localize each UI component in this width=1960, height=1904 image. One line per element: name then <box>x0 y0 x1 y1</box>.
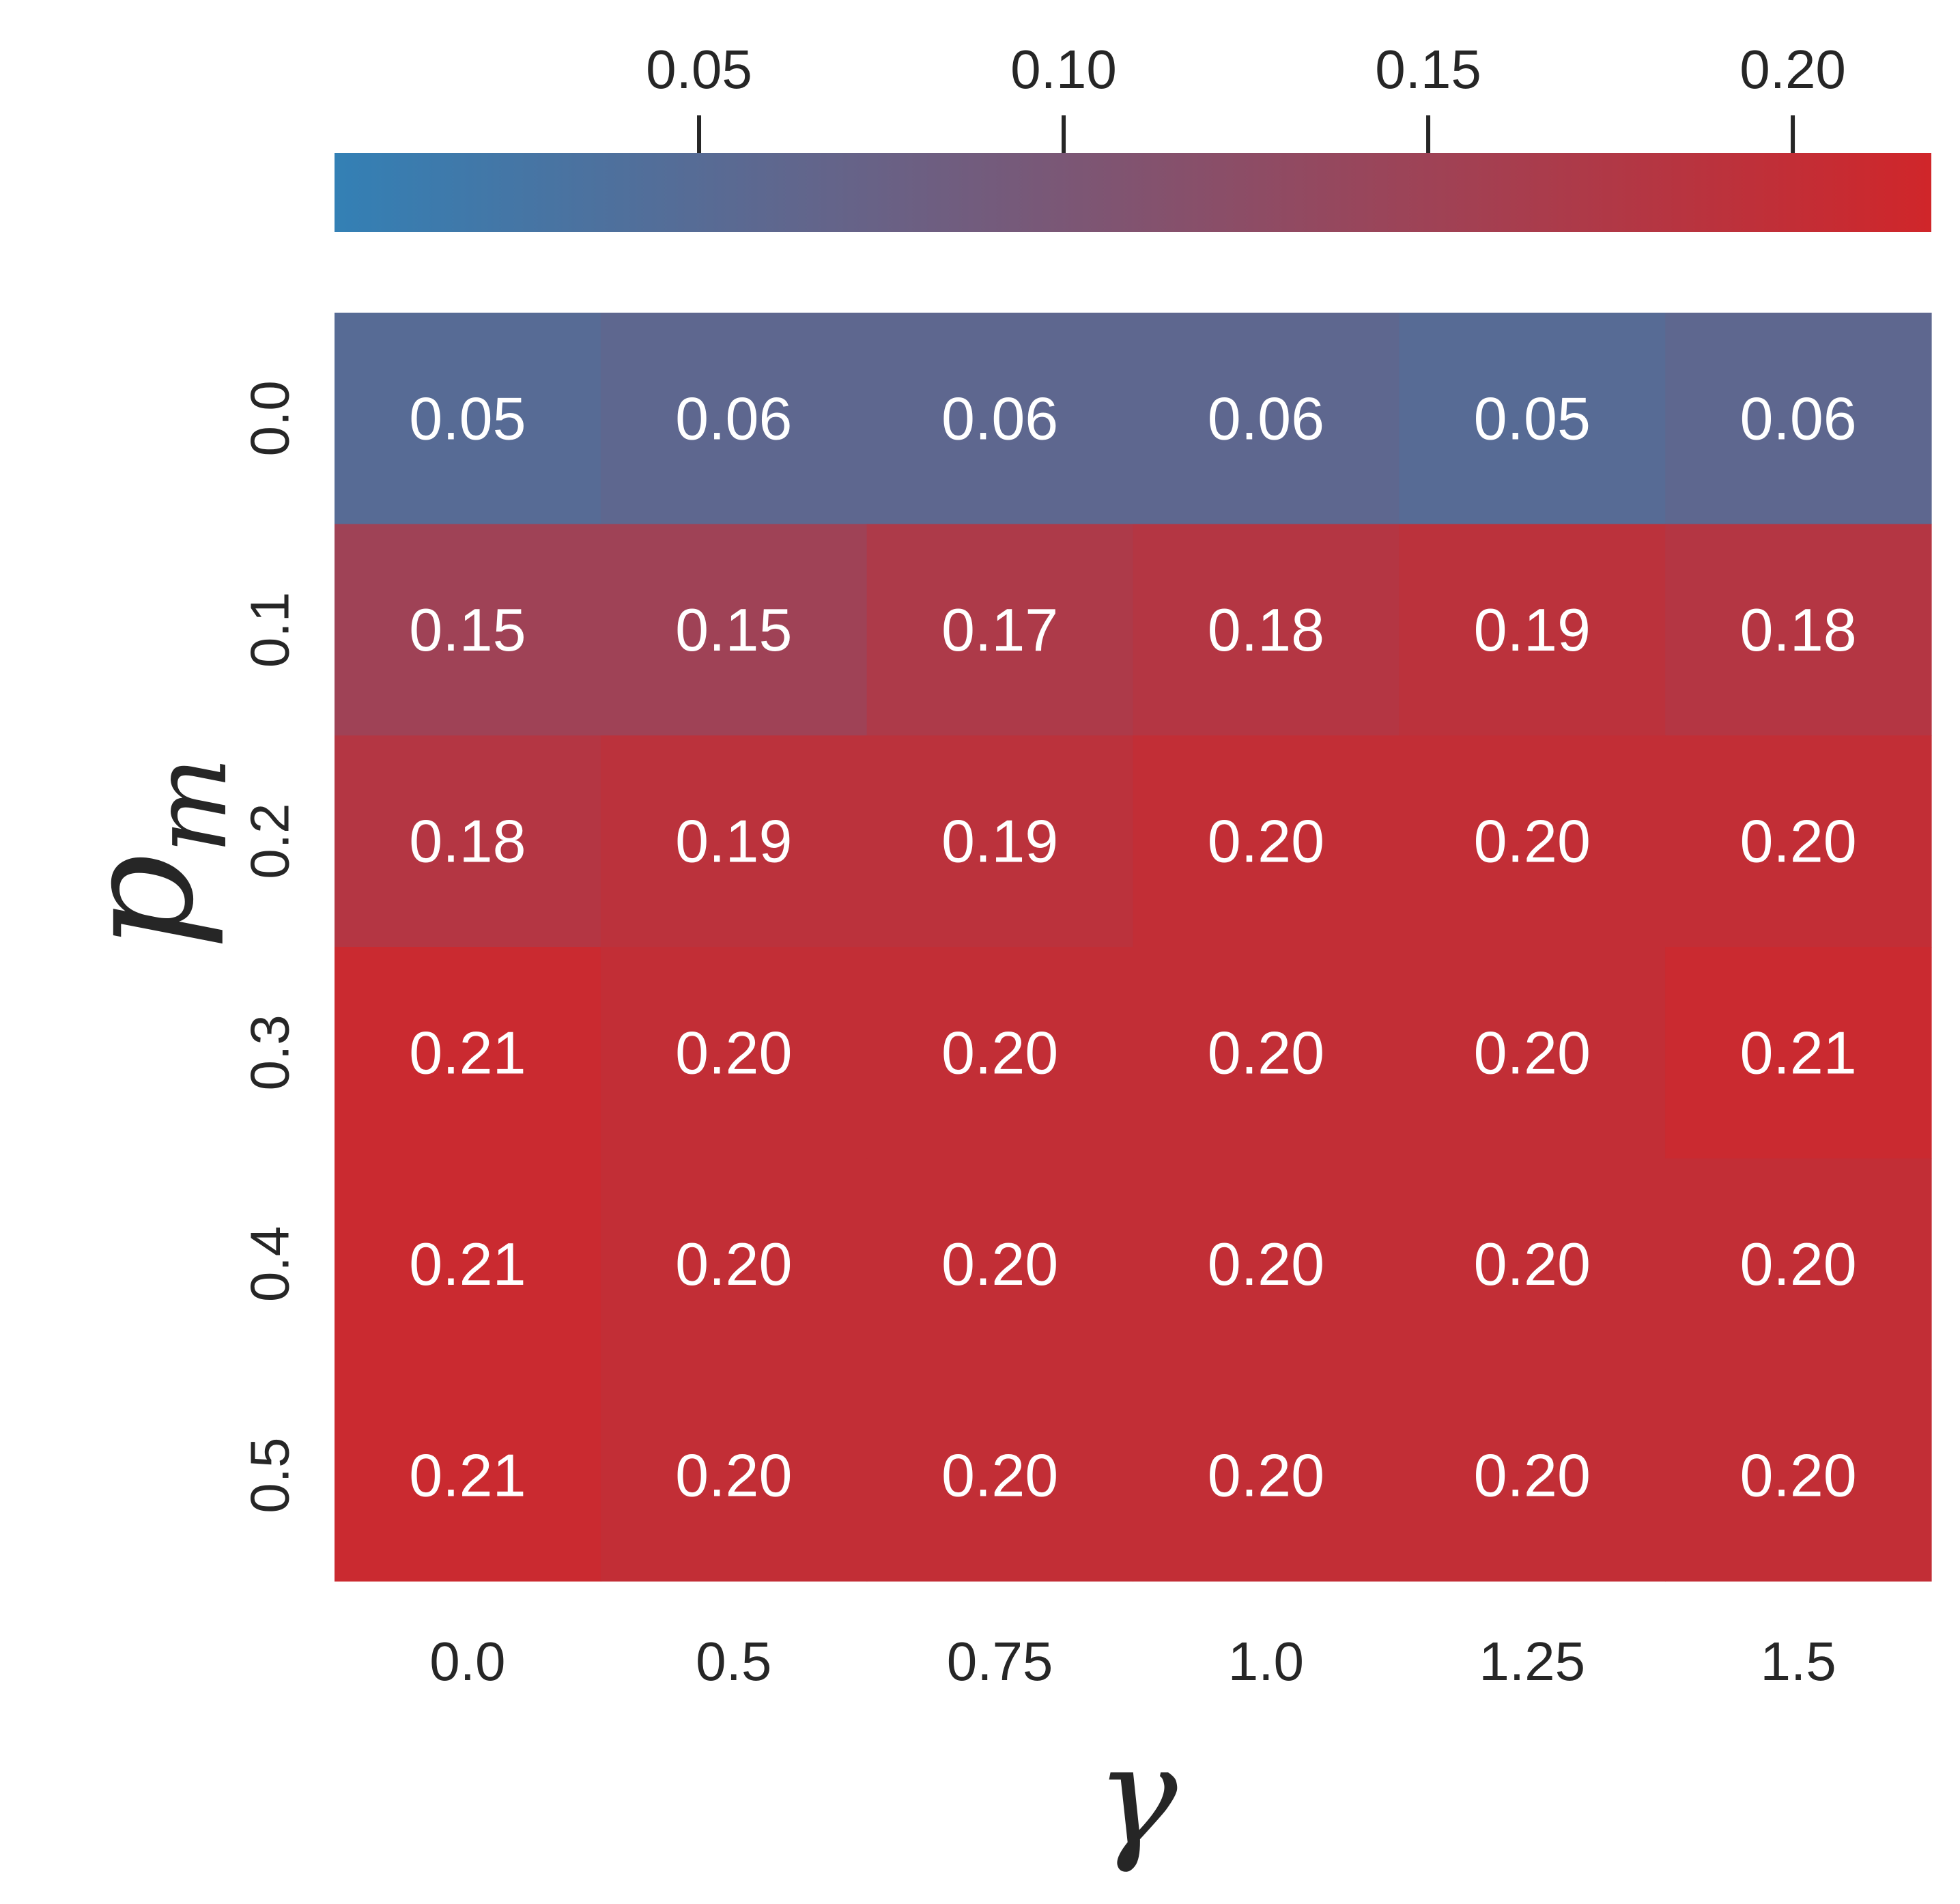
heatmap-cell <box>600 735 868 948</box>
colorbar-tick-label: 0.10 <box>1010 39 1117 100</box>
heatmap-cell-label: 0.15 <box>409 596 526 664</box>
heatmap-cell-label: 0.21 <box>409 1230 526 1298</box>
colorbar-ticks: 0.05 0.10 0.15 0.20 <box>646 39 1846 153</box>
heatmap-cell <box>866 735 1134 948</box>
heatmap-cell-label: 0.20 <box>1208 1019 1324 1086</box>
heatmap-cell-label: 0.18 <box>409 808 526 875</box>
colorbar: 0.05 0.10 0.15 0.20 <box>335 39 1931 232</box>
heatmap-cell <box>1665 1158 1932 1370</box>
heatmap-cell-label: 0.19 <box>941 808 1058 875</box>
heatmap-cell <box>335 524 601 736</box>
heatmap-cell <box>600 524 868 736</box>
heatmap-cell <box>1665 313 1932 525</box>
heatmap-cell-label: 0.20 <box>1208 1230 1324 1298</box>
heatmap-cells: 0.05 0.06 0.06 0.06 0.05 0.06 0.15 0.15 0.17 0.18… <box>335 313 1932 1582</box>
heatmap-cell-label: 0.20 <box>1474 1019 1591 1086</box>
heatmap-cell <box>600 313 868 525</box>
heatmap-cell <box>335 1369 601 1582</box>
heatmap-cell <box>1399 735 1666 948</box>
y-tick-label: 0.4 <box>240 1226 300 1302</box>
heatmap-cell-label: 0.18 <box>1208 596 1324 664</box>
heatmap-cell <box>1665 947 1932 1159</box>
heatmap-cell-label: 0.06 <box>941 384 1058 452</box>
heatmap-cell <box>1399 1369 1666 1582</box>
heatmap-cell <box>1399 1158 1666 1370</box>
heatmap-cell <box>1133 524 1400 736</box>
x-tick-label: 0.0 <box>429 1631 505 1692</box>
heatmap-cell <box>866 1369 1134 1582</box>
heatmap-cell-label: 0.20 <box>1208 808 1324 875</box>
heatmap-cell-label: 0.20 <box>1474 1230 1591 1298</box>
heatmap-cell <box>866 1158 1134 1370</box>
heatmap-cell <box>1133 735 1400 948</box>
heatmap-cell-label: 0.20 <box>1739 1230 1856 1298</box>
heatmap-cell-label: 0.20 <box>1474 1442 1591 1509</box>
heatmap-cell <box>866 947 1134 1159</box>
heatmap-cell <box>866 524 1134 736</box>
heatmap-cell-label: 0.17 <box>941 596 1058 664</box>
heatmap-cell-label: 0.20 <box>1474 808 1591 875</box>
heatmap-cell <box>600 947 868 1159</box>
heatmap-cell <box>1399 313 1666 525</box>
heatmap-cell <box>1133 1369 1400 1582</box>
y-tick-label: 0.5 <box>240 1438 300 1514</box>
heatmap-cell <box>1665 735 1932 948</box>
y-tick-label: 0.3 <box>240 1014 300 1090</box>
y-tick-label: 0.0 <box>240 380 300 456</box>
heatmap-cell-label: 0.21 <box>409 1442 526 1509</box>
heatmap-cell-label: 0.18 <box>1739 596 1856 664</box>
heatmap-cell <box>1665 524 1932 736</box>
heatmap-cell <box>1133 1158 1400 1370</box>
x-axis-ticks: 0.0 0.5 0.75 1.0 1.25 1.5 <box>429 1631 1836 1692</box>
heatmap-cell-label: 0.20 <box>675 1230 792 1298</box>
heatmap-cell-label: 0.20 <box>675 1442 792 1509</box>
heatmap-cell-label: 0.05 <box>409 384 526 452</box>
x-tick-label: 1.25 <box>1479 1631 1585 1692</box>
heatmap-cell-label: 0.21 <box>1739 1019 1856 1086</box>
colorbar-tick-label: 0.05 <box>646 39 752 100</box>
x-tick-label: 0.75 <box>947 1631 1053 1692</box>
heatmap-cell <box>1399 524 1666 736</box>
y-tick-label: 0.2 <box>240 804 300 879</box>
y-axis-title-main: p <box>52 854 227 950</box>
heatmap-cell-label: 0.20 <box>675 1019 792 1086</box>
y-axis-ticks: 0.0 0.1 0.2 0.3 0.4 0.5 <box>240 380 300 1514</box>
heatmap-cell-label: 0.06 <box>675 384 792 452</box>
x-tick-label: 1.0 <box>1228 1631 1304 1692</box>
colorbar-tick-label: 0.20 <box>1739 39 1846 100</box>
heatmap-cell <box>335 1158 601 1370</box>
heatmap-cell <box>335 313 601 525</box>
heatmap-cell-label: 0.20 <box>1739 1442 1856 1509</box>
heatmap-cell <box>335 947 601 1159</box>
heatmap-cell <box>600 1158 868 1370</box>
x-tick-label: 0.5 <box>696 1631 771 1692</box>
heatmap-cell <box>1665 1369 1932 1582</box>
x-axis-title: γ <box>1096 1717 1178 1876</box>
heatmap-cell <box>866 313 1134 525</box>
heatmap-cell <box>1133 313 1400 525</box>
heatmap-cell <box>1133 947 1400 1159</box>
colorbar-gradient <box>335 153 1931 232</box>
colorbar-tick-label: 0.15 <box>1375 39 1481 100</box>
heatmap-cell-label: 0.20 <box>941 1442 1058 1509</box>
x-tick-label: 1.5 <box>1760 1631 1836 1692</box>
y-axis-title: pm <box>52 756 250 950</box>
heatmap-cell <box>600 1369 868 1582</box>
heatmap-cell-label: 0.21 <box>409 1019 526 1086</box>
heatmap-cell-label: 0.15 <box>675 596 792 664</box>
heatmap-cell-label: 0.20 <box>1739 808 1856 875</box>
heatmap-cell <box>1399 947 1666 1159</box>
heatmap-cell <box>335 735 601 948</box>
heatmap-cell-label: 0.19 <box>675 808 792 875</box>
heatmap-cell-label: 0.06 <box>1739 384 1856 452</box>
y-axis-title-sub: m <box>131 756 250 853</box>
heatmap-cell-label: 0.19 <box>1474 596 1591 664</box>
heatmap-cell-label: 0.05 <box>1474 384 1591 452</box>
heatmap-cell-label: 0.20 <box>941 1230 1058 1298</box>
heatmap-cell-label: 0.20 <box>941 1019 1058 1086</box>
y-tick-label: 0.1 <box>240 592 300 668</box>
heatmap-cell-label: 0.20 <box>1208 1442 1324 1509</box>
heatmap-cell-label: 0.06 <box>1208 384 1324 452</box>
